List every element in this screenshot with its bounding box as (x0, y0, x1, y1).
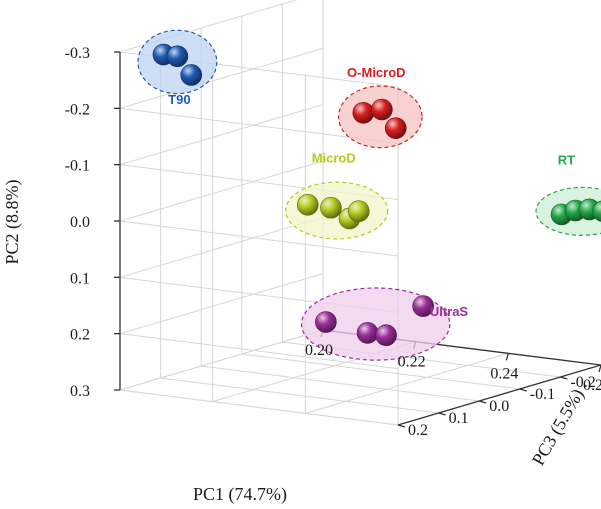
labels: PC1 (74.7%) PC2 (8.8%) PC3 (5.5%) 0.200.… (2, 45, 601, 505)
data-point (375, 324, 397, 347)
z-tick-mark (519, 388, 527, 392)
group-label: O-MicroD (347, 65, 406, 80)
z-tick-label: -0.2 (570, 374, 595, 391)
data-point (347, 200, 370, 222)
z-tick-label: 0.1 (449, 410, 469, 427)
z-tick-mark (560, 376, 568, 380)
data-point (412, 295, 434, 317)
y-tick-label: -0.1 (65, 158, 90, 175)
z-tick-label: 0.2 (408, 422, 428, 439)
y-tick-label: 0.0 (70, 214, 90, 231)
data-point (371, 98, 393, 121)
data-point (592, 200, 601, 222)
grid-line (119, 333, 399, 370)
x-tick-label: 0.26 (583, 377, 601, 394)
z-tick-label: 0.0 (489, 398, 509, 415)
grid-line (119, 329, 324, 391)
data-point (166, 45, 189, 68)
data-point (315, 311, 337, 333)
grid-line (201, 365, 480, 402)
grid-line (119, 389, 399, 426)
data-point (320, 196, 342, 219)
y-tick-label: 0.1 (70, 270, 90, 287)
group-label: T90 (168, 92, 190, 107)
data-point (356, 322, 379, 344)
data-point (296, 193, 319, 216)
y-tick-label: 0.3 (70, 383, 90, 400)
grid-line (305, 352, 509, 414)
x-tick-label: 0.20 (305, 342, 333, 359)
grid-line (160, 377, 439, 414)
group-label: RT (558, 152, 575, 167)
group-label: UltraS (430, 304, 469, 319)
group-label: MicroD (312, 151, 356, 166)
data-point (384, 117, 407, 139)
z-tick-mark (438, 412, 446, 416)
y-tick-label: -0.3 (65, 45, 90, 62)
grid-line (119, 104, 324, 166)
grid-line (119, 160, 324, 222)
x-tick-label: 0.22 (398, 354, 426, 371)
data-point (352, 102, 375, 124)
grid-line (119, 216, 324, 278)
z-tick-mark (397, 424, 406, 428)
grid-line (119, 47, 324, 109)
x-tick-label: 0.24 (490, 365, 518, 382)
data-points (152, 43, 601, 347)
x-tick-mark (505, 353, 509, 361)
z-tick-label: -0.1 (530, 386, 555, 403)
x-axis-label: PC1 (74.7%) (193, 484, 287, 505)
y-tick-label: -0.2 (65, 101, 90, 118)
z-tick-mark (479, 400, 487, 404)
y-tick-label: 0.2 (70, 327, 90, 344)
grid-line (241, 353, 520, 390)
y-axis-label: PC2 (8.8%) (2, 179, 23, 264)
data-point (180, 64, 203, 86)
grid-line (119, 220, 399, 257)
grid-line (119, 273, 324, 335)
z-axis-line (397, 364, 601, 426)
